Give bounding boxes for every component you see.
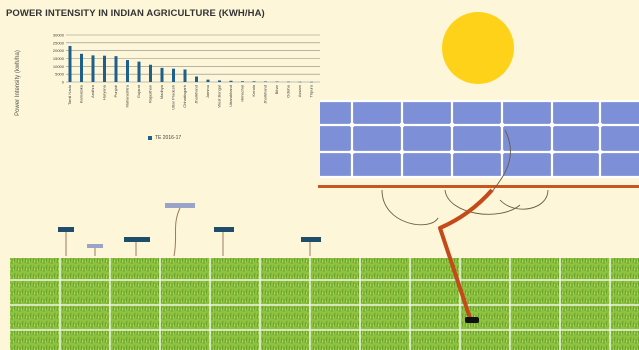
chart-bar	[298, 81, 302, 83]
wires	[381, 129, 549, 226]
chart-bar	[241, 81, 244, 82]
chart-bar	[137, 61, 141, 82]
chart-bar	[275, 81, 279, 83]
y-tick-label: 25000	[53, 40, 65, 45]
chart-bar	[229, 80, 233, 82]
pump-head	[465, 317, 479, 323]
x-tick-label: Madhya	[159, 84, 164, 99]
solar-panel	[320, 99, 639, 179]
chart-legend: TE 2016-17	[148, 135, 181, 141]
chart-bar	[183, 69, 187, 82]
x-tick-label: Himachal	[240, 85, 245, 102]
x-tick-label: Kerala	[251, 84, 256, 96]
x-tick-labels: Tamil Nadu Karnataka Andhra Haryana Punjab Ma…	[67, 84, 314, 110]
x-tick-label: Chhattisgarh	[182, 85, 187, 108]
chart-bar	[218, 80, 221, 82]
grass-field	[10, 258, 639, 350]
chart-bar	[160, 67, 164, 82]
chart-bar	[80, 53, 83, 82]
x-tick-label: Karnataka	[79, 84, 84, 103]
x-tick-label: Tamil Nadu	[67, 85, 72, 105]
sprinkler	[165, 203, 195, 257]
y-tick-label: 30000	[53, 33, 65, 38]
y-tick-label: 0	[62, 80, 65, 85]
sprinkler	[87, 244, 103, 256]
chart-bar	[287, 81, 290, 83]
chart-bars	[68, 45, 313, 83]
y-tick-label: 10000	[53, 64, 65, 69]
x-tick-label: Tripura	[309, 84, 314, 97]
chart-bar	[126, 60, 129, 82]
x-tick-label: West Bengal	[217, 85, 222, 108]
x-tick-label: Rajasthan	[148, 85, 153, 103]
sun-icon	[442, 12, 514, 84]
x-tick-label: Gujarat	[136, 84, 141, 98]
x-tick-label: Maharashtra	[125, 84, 130, 107]
chart-bar	[195, 76, 198, 82]
chart-bar	[91, 55, 95, 82]
chart-bar	[68, 45, 72, 82]
chart-bar	[310, 81, 313, 83]
y-tick-label: 20000	[53, 48, 65, 53]
chart-title: POWER INTENSITY IN INDIAN AGRICULTURE (K…	[6, 8, 265, 19]
chart-bar	[103, 55, 106, 82]
x-tick-label: Bihar	[274, 84, 279, 94]
panel-rail	[318, 185, 639, 188]
sprinkler	[301, 237, 321, 256]
x-tick-label: Jammu	[205, 85, 210, 98]
legend-swatch	[148, 135, 152, 140]
x-tick-label: Odisha	[286, 84, 291, 97]
x-tick-label: Jharkhand	[263, 85, 268, 104]
y-axis-label: Power Intensity (kwh/ha)	[15, 50, 21, 116]
sprinkler	[214, 227, 234, 256]
chart-bar	[252, 81, 256, 82]
legend-label: TE 2016-17	[155, 135, 182, 141]
sprinkler	[58, 227, 74, 256]
chart-bar	[114, 56, 118, 82]
x-tick-label: Uttarakhand	[228, 85, 233, 107]
chart-bar	[206, 79, 210, 82]
x-tick-label: Haryana	[102, 84, 107, 100]
sprinkler	[124, 237, 150, 256]
x-tick-label: Assam	[297, 84, 302, 97]
grass-grid-lines	[10, 258, 639, 350]
y-tick-label: 15000	[53, 56, 65, 61]
chart-bar	[172, 68, 175, 82]
chart-bar	[149, 64, 152, 82]
x-tick-label: Andhra	[90, 84, 95, 98]
y-tick-labels: 30000 25000 20000 15000 10000 5000 0	[53, 33, 65, 85]
bar-chart: 30000 25000 20000 15000 10000 5000 0 Tamil Nad…	[53, 33, 320, 110]
x-tick-label: Jharkhand	[194, 85, 199, 104]
water-pipe	[438, 188, 494, 319]
x-tick-label: Uttar Pradesh	[171, 85, 176, 110]
y-tick-label: 5000	[55, 72, 65, 77]
x-tick-label: Punjab	[113, 84, 118, 97]
chart-bar	[264, 81, 267, 82]
